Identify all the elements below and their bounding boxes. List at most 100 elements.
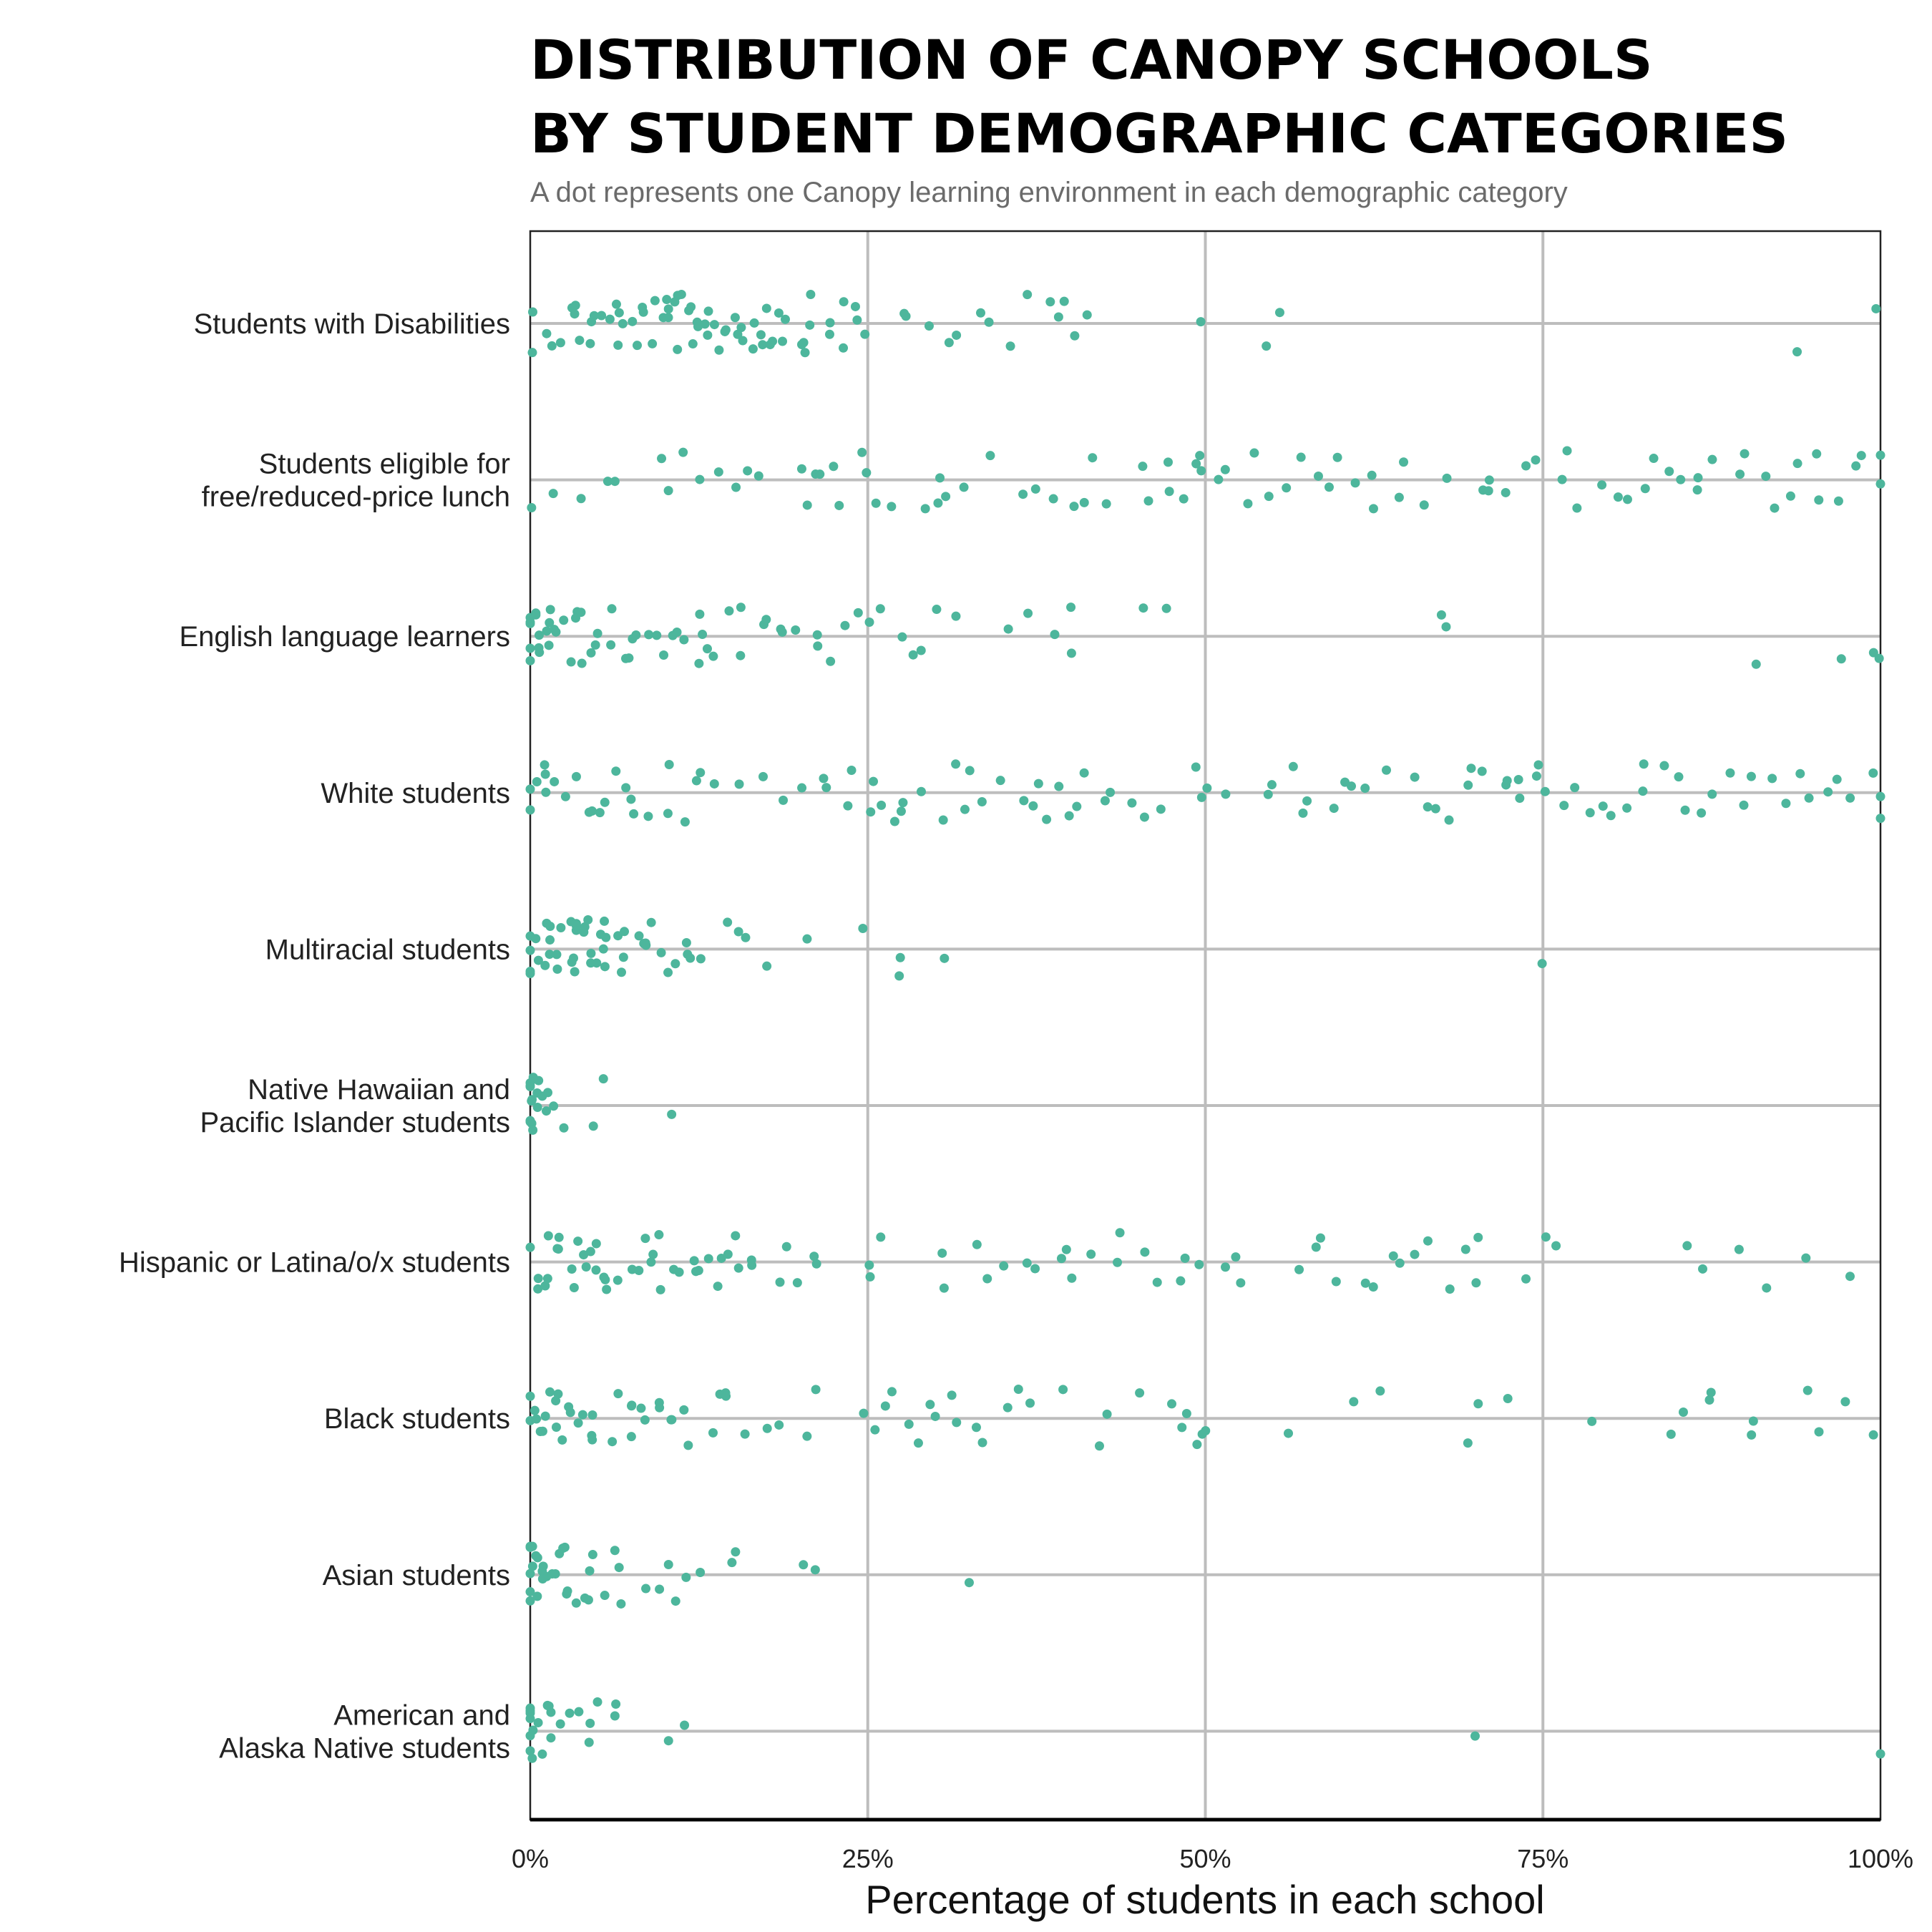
data-point <box>628 634 638 644</box>
data-point <box>916 645 926 655</box>
data-point <box>525 1242 535 1252</box>
data-point <box>1747 1430 1757 1440</box>
data-point <box>1762 1283 1772 1293</box>
data-point <box>1022 1258 1032 1268</box>
data-point <box>571 919 581 929</box>
data-point <box>1069 502 1079 512</box>
data-point <box>542 626 552 636</box>
data-point <box>1018 489 1028 499</box>
data-point <box>1814 1427 1824 1437</box>
data-point <box>525 784 535 794</box>
data-point <box>937 1248 947 1258</box>
data-point <box>1836 654 1846 664</box>
data-point <box>1394 492 1404 502</box>
data-point <box>1874 653 1884 663</box>
data-point <box>678 447 688 457</box>
data-point <box>984 317 994 327</box>
data-point <box>1298 808 1308 818</box>
data-point <box>686 953 696 963</box>
data-point <box>762 961 772 971</box>
data-point <box>1682 1241 1692 1251</box>
data-point <box>531 610 541 620</box>
data-point <box>1674 772 1684 782</box>
data-point <box>1640 484 1650 494</box>
data-point <box>586 948 596 958</box>
data-point <box>597 311 607 321</box>
data-point <box>670 297 680 307</box>
data-point <box>1795 769 1805 779</box>
data-point <box>1347 781 1357 791</box>
data-point <box>554 1232 564 1242</box>
data-point <box>938 815 948 825</box>
data-point <box>556 922 566 932</box>
data-point <box>672 628 682 638</box>
data-point <box>809 1252 819 1262</box>
data-point <box>525 805 535 815</box>
data-point <box>1030 484 1040 494</box>
data-point <box>1559 801 1569 811</box>
data-point <box>736 602 746 613</box>
data-point <box>579 1250 589 1260</box>
data-point <box>1267 780 1277 790</box>
data-point <box>585 1718 595 1728</box>
data-point <box>1196 792 1206 802</box>
data-point <box>1191 762 1201 772</box>
data-point <box>939 1283 949 1293</box>
data-point <box>1697 808 1707 818</box>
data-point <box>587 806 597 816</box>
data-point <box>858 924 868 934</box>
data-point <box>748 344 758 354</box>
data-point <box>819 774 829 784</box>
data-point <box>588 1121 598 1131</box>
data-point <box>1606 811 1616 821</box>
data-point <box>1143 496 1153 506</box>
data-point <box>600 916 610 926</box>
data-point <box>525 1542 535 1552</box>
data-point <box>898 798 908 808</box>
data-point <box>1833 496 1843 506</box>
data-point <box>1331 1277 1341 1287</box>
data-point <box>1761 472 1771 482</box>
data-point <box>1243 499 1253 509</box>
data-point <box>1013 1384 1023 1394</box>
data-point <box>547 1568 557 1579</box>
data-point <box>1845 1272 1855 1282</box>
category-label: American and <box>333 1699 510 1731</box>
data-point <box>1693 473 1703 483</box>
chart-subtitle: A dot represents one Canopy learning env… <box>530 177 1568 208</box>
data-point <box>585 338 595 348</box>
data-point <box>1221 1262 1231 1272</box>
data-point <box>618 318 628 328</box>
data-point <box>1329 804 1339 814</box>
data-point <box>753 471 763 481</box>
data-point <box>591 1265 601 1275</box>
data-point <box>592 1697 602 1707</box>
category-label: Hispanic or Latina/o/x students <box>119 1247 510 1279</box>
data-point <box>870 1425 880 1435</box>
data-point <box>629 809 639 819</box>
data-point <box>655 1284 665 1294</box>
data-point <box>1473 1399 1483 1409</box>
data-point <box>1812 449 1822 459</box>
data-point <box>1263 789 1273 799</box>
data-point <box>1294 1264 1304 1274</box>
data-point <box>951 759 961 769</box>
data-point <box>542 328 552 338</box>
x-tick-label: 75% <box>1517 1844 1568 1873</box>
data-point <box>866 807 876 817</box>
data-point <box>1019 796 1029 806</box>
data-point <box>972 1239 982 1249</box>
data-point <box>1445 1284 1455 1294</box>
data-point <box>1597 480 1607 490</box>
data-point <box>720 326 730 336</box>
data-point <box>1025 1398 1035 1408</box>
data-point <box>1659 761 1669 771</box>
data-point <box>673 344 683 354</box>
data-point <box>1725 768 1735 778</box>
data-point <box>1814 495 1824 505</box>
data-point <box>864 1260 874 1270</box>
data-point <box>532 1102 542 1112</box>
data-point <box>730 313 740 323</box>
data-point <box>1460 1244 1470 1254</box>
data-point <box>721 1391 731 1401</box>
